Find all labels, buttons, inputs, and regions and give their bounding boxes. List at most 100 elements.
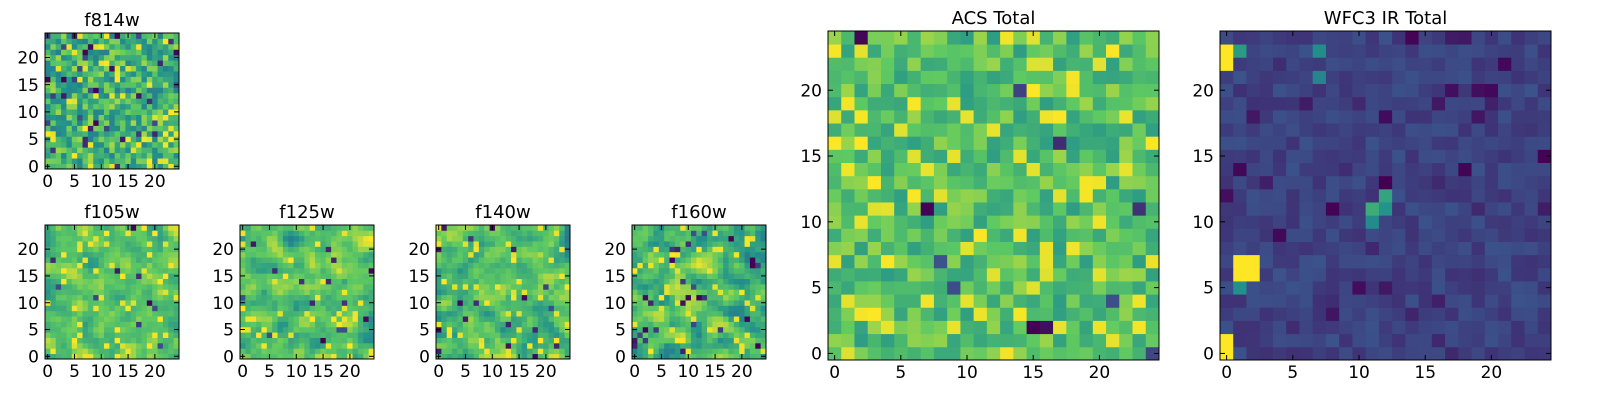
heatmap-cell (125, 152, 132, 159)
heatmap-cell (120, 332, 126, 338)
heatmap-cell (436, 321, 442, 328)
heatmap-cell (532, 283, 539, 290)
heatmap-cell (168, 267, 175, 274)
heatmap-cell (168, 71, 175, 77)
heatmap-cell (674, 353, 681, 360)
heatmap-cell (1365, 175, 1380, 190)
heatmap-cell (1233, 31, 1247, 45)
heatmap-cell (960, 202, 975, 216)
heatmap-cell (93, 141, 99, 148)
heatmap-cell (867, 44, 882, 58)
heatmap-cell (473, 241, 480, 247)
heatmap-cell (1132, 228, 1147, 242)
heatmap-cell (98, 158, 105, 164)
heatmap-cell (288, 294, 294, 301)
heatmap-cell (723, 342, 729, 349)
heatmap-cell (173, 257, 180, 263)
heatmap-cell (141, 43, 148, 50)
heatmap-cell (282, 321, 289, 328)
heatmap-cell (368, 262, 375, 269)
heatmap-cell (452, 332, 458, 338)
heatmap-cell (1431, 83, 1446, 98)
heatmap-cell (120, 305, 126, 312)
heatmap-cell (71, 49, 78, 56)
heatmap-cell (712, 337, 719, 344)
heatmap-cell (61, 300, 67, 306)
heatmap-cell (282, 273, 289, 279)
heatmap-cell (173, 152, 180, 159)
heatmap-cell (749, 321, 756, 328)
heatmap-cell (61, 136, 67, 143)
heatmap-cell (1106, 188, 1120, 203)
heatmap-cell (66, 152, 73, 159)
heatmap-cell (55, 321, 62, 328)
heatmap-cell (669, 262, 676, 269)
heatmap-cell (1233, 44, 1247, 58)
heatmap-cell (947, 136, 961, 150)
heatmap-cell (130, 103, 137, 110)
heatmap-cell (141, 98, 148, 105)
heatmap-cell (733, 321, 740, 328)
heatmap-cell (559, 326, 566, 333)
heatmap-cell (325, 246, 332, 253)
heatmap-cell (1106, 123, 1120, 137)
heatmap-cell (559, 225, 566, 231)
heatmap-cell (933, 31, 948, 45)
heatmap-cell (288, 321, 294, 328)
heatmap-cell (173, 342, 180, 349)
heatmap-cell (93, 278, 99, 285)
heatmap-cell (363, 321, 370, 328)
heatmap-cell (77, 241, 83, 247)
heatmap-cell (494, 348, 501, 355)
heatmap-cell (320, 294, 327, 301)
heatmap-cell (50, 310, 57, 317)
heatmap-cell (894, 149, 908, 163)
heatmap-cell (66, 257, 73, 263)
heatmap-cell (532, 294, 539, 301)
heatmap-cell (894, 215, 908, 229)
heatmap-cell (173, 158, 180, 164)
heatmap-cell (1066, 136, 1080, 150)
heatmap-cell (680, 305, 686, 312)
heatmap-cell (55, 92, 62, 99)
heatmap-cell (162, 262, 169, 269)
heatmap-cell (701, 283, 708, 290)
heatmap-cell (152, 337, 158, 344)
heatmap-cell (1498, 109, 1512, 124)
heatmap-cell (152, 321, 158, 328)
heatmap-cell (45, 114, 51, 121)
heatmap-cell (664, 241, 670, 247)
heatmap-cell (712, 262, 719, 269)
heatmap-cell (1066, 267, 1080, 282)
heatmap-cell (1405, 215, 1419, 229)
heatmap-cell (82, 257, 89, 263)
heatmap-cell (293, 305, 300, 312)
heatmap-cell (707, 225, 713, 231)
heatmap-cell (298, 300, 305, 306)
heatmap-cell (1000, 109, 1014, 124)
heatmap-cell (157, 130, 164, 137)
heatmap-cell (1119, 96, 1133, 111)
heatmap-cell (77, 60, 83, 67)
heatmap-cell (1378, 202, 1393, 216)
heatmap-cell (282, 225, 289, 231)
heatmap-cell (293, 289, 300, 296)
heatmap-cell (658, 316, 665, 322)
heatmap-cell (71, 60, 78, 67)
heatmap-cell (162, 310, 169, 317)
heatmap-cell (648, 257, 654, 263)
heatmap-cell (141, 147, 148, 154)
heatmap-cell (77, 305, 83, 312)
heatmap-cell (986, 44, 1001, 58)
heatmap-cell (1145, 175, 1160, 190)
heatmap-cell (331, 353, 337, 360)
heatmap-cell (1431, 57, 1446, 71)
heatmap-cell (266, 305, 273, 312)
heatmap-cell (537, 262, 544, 269)
heatmap-cell (484, 225, 490, 231)
heatmap-cell (77, 76, 83, 83)
heatmap-cell (168, 342, 175, 349)
heatmap-cell (336, 241, 343, 247)
y-tick-label: 10 (800, 213, 822, 233)
heatmap-cell (457, 294, 464, 301)
